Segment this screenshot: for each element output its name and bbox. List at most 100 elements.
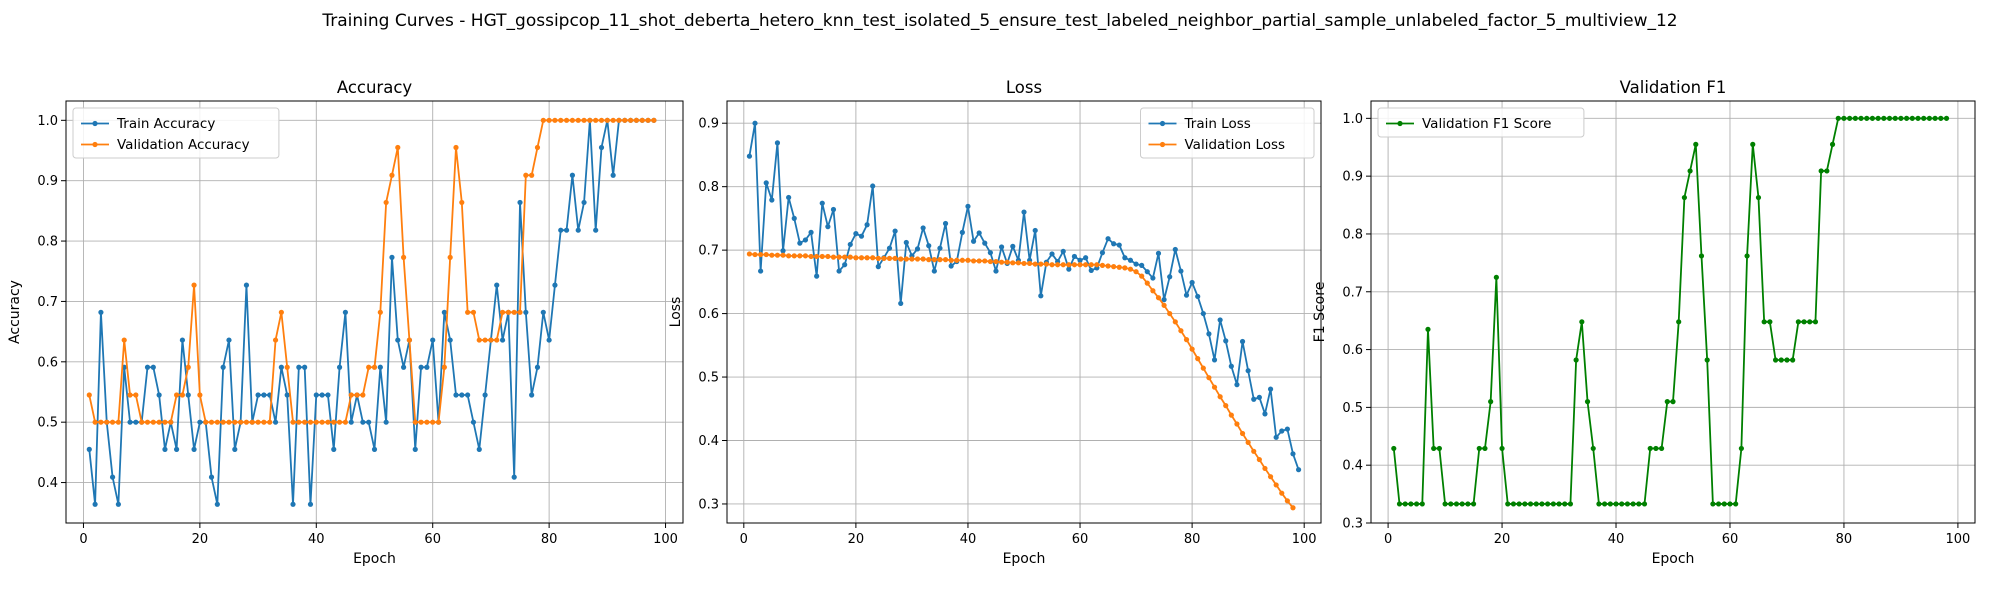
data-point: [875, 264, 881, 270]
data-point: [470, 419, 477, 425]
data-point: [226, 419, 232, 425]
data-point: [1099, 262, 1106, 268]
series-line-1: [88, 119, 654, 506]
data-point: [870, 255, 876, 261]
data-point: [546, 337, 552, 343]
data-point: [150, 364, 156, 370]
data-point: [1391, 445, 1397, 452]
data-point: [1161, 302, 1167, 308]
data-point: [1139, 262, 1145, 268]
subplot-title: Validation F1: [1620, 78, 1727, 97]
data-point: [563, 117, 570, 123]
data-point: [1413, 501, 1420, 507]
data-point: [1442, 501, 1448, 507]
x-tick-label: 80: [1836, 532, 1853, 547]
data-point: [220, 419, 226, 425]
data-point: [836, 268, 842, 274]
x-tick-label: 20: [848, 532, 865, 547]
data-point: [1150, 275, 1156, 281]
y-tick-label: 0.6: [1342, 343, 1363, 358]
data-point: [1795, 319, 1801, 325]
data-point: [441, 364, 447, 370]
data-point: [255, 419, 261, 425]
data-point: [1869, 115, 1876, 121]
data-point: [1539, 501, 1545, 507]
data-point: [914, 246, 921, 252]
axes-frame: [726, 100, 1322, 524]
y-tick-label: 0.5: [1342, 401, 1363, 416]
data-point: [1206, 331, 1212, 337]
legend-swatch-marker: [92, 141, 98, 148]
data-point: [1533, 501, 1539, 507]
data-point: [1195, 293, 1201, 300]
data-point: [1505, 501, 1511, 507]
y-tick-label: 0.6: [698, 307, 719, 322]
data-point: [970, 258, 977, 264]
data-point: [482, 337, 488, 343]
data-point: [150, 419, 156, 425]
data-point: [1116, 264, 1122, 270]
data-point: [639, 117, 645, 123]
data-point: [389, 172, 395, 178]
data-point: [220, 364, 226, 370]
data-point: [1613, 501, 1619, 507]
data-point: [435, 419, 442, 425]
data-point: [1926, 115, 1933, 121]
data-point: [1943, 115, 1950, 121]
data-point: [1284, 498, 1290, 504]
data-point: [1596, 501, 1602, 507]
data-point: [418, 419, 424, 425]
data-point: [395, 337, 401, 343]
data-point: [1755, 194, 1762, 201]
subplot-title: Accuracy: [337, 78, 413, 97]
data-point: [1043, 261, 1050, 267]
data-point: [842, 262, 848, 268]
data-point: [1088, 267, 1094, 274]
data-point: [937, 257, 943, 263]
data-point: [903, 239, 909, 246]
data-point: [488, 337, 494, 343]
data-point: [1262, 465, 1268, 472]
data-point: [1932, 115, 1938, 121]
data-point: [179, 337, 186, 343]
data-point: [892, 228, 898, 234]
data-point: [284, 364, 290, 370]
data-point: [758, 251, 764, 258]
data-point: [998, 244, 1005, 250]
data-point: [226, 337, 232, 343]
y-axis-label: Accuracy: [7, 280, 23, 344]
data-point: [1938, 115, 1944, 121]
data-point: [278, 364, 284, 370]
data-point: [1290, 505, 1296, 511]
data-point: [1133, 269, 1139, 275]
data-point: [1144, 280, 1150, 286]
legend-label: Train Accuracy: [116, 116, 215, 132]
data-point: [993, 258, 999, 265]
data-point: [970, 238, 977, 244]
data-point: [377, 364, 383, 370]
data-point: [499, 309, 506, 315]
data-point: [1727, 501, 1733, 507]
data-point: [1710, 501, 1716, 507]
data-point: [127, 392, 133, 398]
data-point: [1835, 115, 1841, 121]
subplot-1: 0 20 40 60 80 100 0.4 0.5 0.6 0.7 0.8 0.9 1.0 Accurac…: [7, 78, 684, 567]
data-point: [1801, 319, 1807, 325]
data-point: [1122, 255, 1128, 261]
data-point: [243, 282, 250, 288]
data-point: [1284, 426, 1290, 432]
data-point: [758, 268, 764, 274]
data-point: [797, 240, 803, 246]
data-point: [1217, 317, 1223, 323]
data-point: [319, 419, 325, 425]
data-point: [1761, 319, 1767, 325]
data-point: [1111, 241, 1117, 247]
data-point: [313, 392, 319, 398]
data-point: [552, 282, 558, 288]
data-point: [1038, 293, 1044, 299]
data-point: [1167, 310, 1173, 317]
data-point: [1602, 501, 1608, 507]
data-point: [261, 419, 267, 425]
data-point: [1155, 295, 1162, 301]
data-point: [1116, 242, 1122, 248]
